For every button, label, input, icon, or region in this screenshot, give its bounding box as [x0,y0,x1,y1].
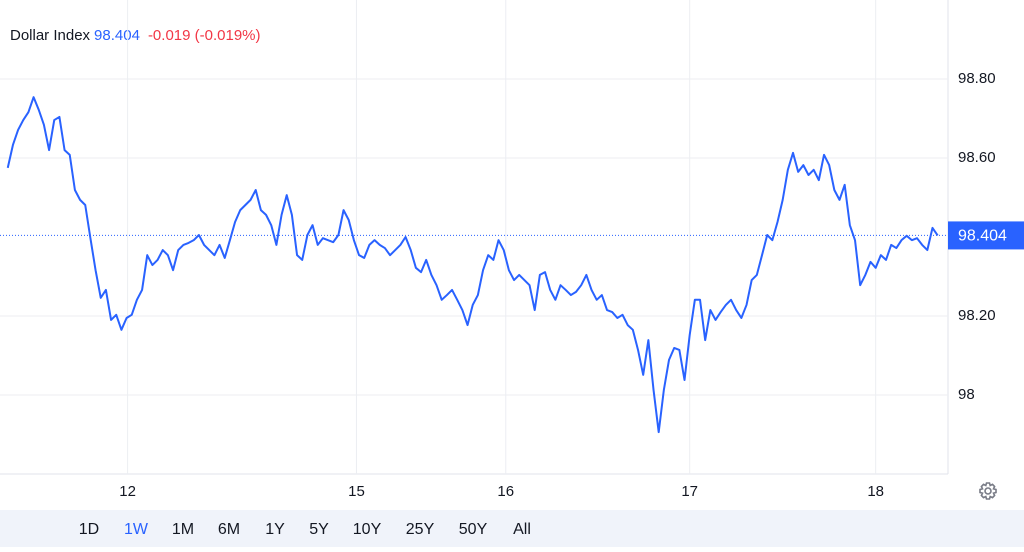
header-change: -0.019 (-0.019%) [148,27,261,44]
range-button[interactable]: 5Y [309,521,329,538]
settings-icon-hub [984,487,992,495]
x-tick-label: 12 [119,483,136,500]
range-bar [0,510,1024,547]
x-tick-label: 15 [348,483,365,500]
range-button[interactable]: 50Y [459,521,488,538]
range-button[interactable]: 25Y [406,521,435,538]
range-button[interactable]: 1Y [265,521,285,538]
range-button[interactable]: 6M [218,521,240,538]
range-button[interactable]: 1M [172,521,194,538]
settings-icon[interactable] [979,482,997,500]
y-tick-label: 98.20 [958,307,996,324]
header: Dollar Index 98.404 -0.019 (-0.019%) [10,27,261,44]
title: Dollar Index [10,27,91,44]
range-button[interactable]: 1W [124,521,149,538]
price-line [6,96,939,434]
settings-icon-gear [979,482,997,500]
range-button[interactable]: 1D [79,521,99,538]
y-tick-label: 98.80 [958,70,996,87]
y-tick-label: 98.60 [958,149,996,166]
range-button[interactable]: All [513,521,531,538]
current-price-label: 98.404 [958,228,1007,245]
x-tick-label: 17 [681,483,698,500]
range-button[interactable]: 10Y [353,521,382,538]
header-price: 98.404 [94,27,140,44]
current-price-box [948,221,1024,250]
x-tick-label: 18 [867,483,884,500]
x-tick-label: 16 [497,483,514,500]
y-tick-label: 98 [958,386,975,403]
